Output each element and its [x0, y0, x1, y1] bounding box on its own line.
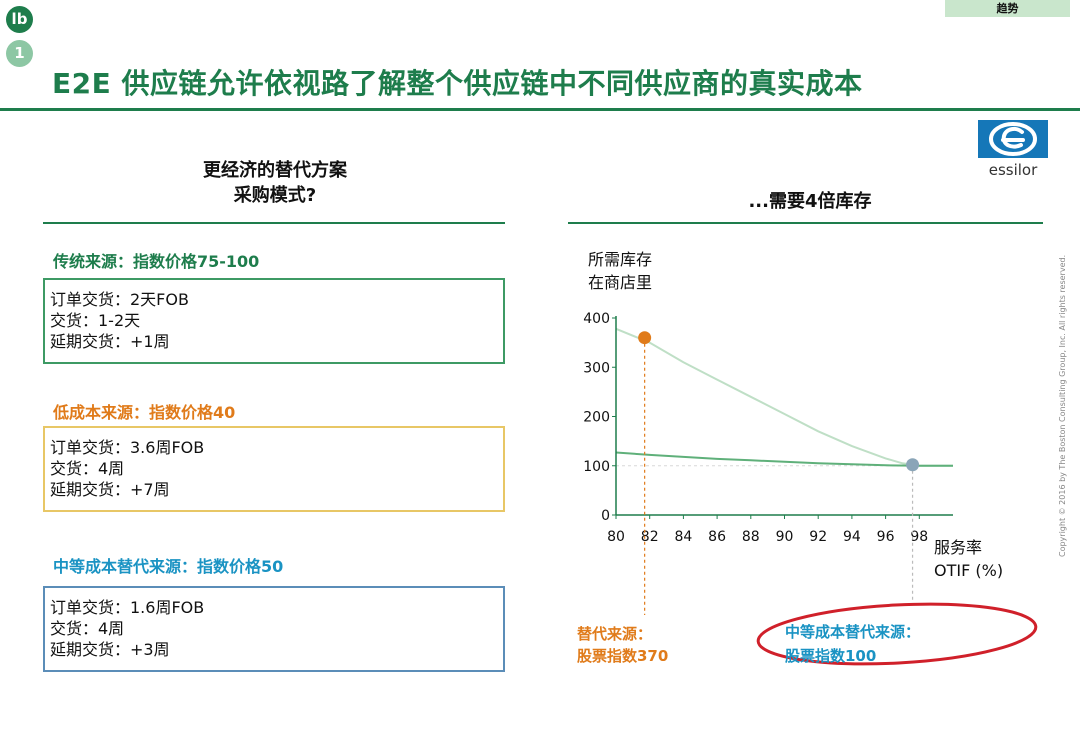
mid-cost-source-box: 订单交货：1.6周FOB 交货：4周 延期交货：+3周	[43, 586, 505, 672]
right-heading: ...需要4倍库存	[748, 191, 872, 212]
highlight-point-1	[638, 331, 652, 345]
y-tick-label: 0	[601, 508, 610, 524]
x-tick-label: 82	[641, 529, 659, 545]
x-tick-label: 90	[776, 529, 794, 545]
left-heading: 更经济的替代方案 采购模式?	[150, 158, 400, 208]
trend-tag: 趋势	[945, 0, 1070, 17]
delivery-line: 交货：4周	[50, 459, 125, 478]
left-heading-rule	[43, 222, 505, 224]
x-axis-label-line-2: OTIF (%)	[934, 561, 1003, 580]
y-axis-label-line-1: 所需库存	[588, 250, 652, 269]
traditional-source-title: 传统来源：指数价格75-100	[53, 252, 260, 271]
order-delivery-line: 订单交货：3.6周FOB	[50, 438, 205, 457]
page-number-badge: 1	[6, 40, 33, 67]
mid-source-label-line-1: 中等成本替代来源：	[785, 623, 920, 641]
x-tick-label: 96	[877, 529, 895, 545]
delivery-line: 交货：1-2天	[50, 311, 141, 330]
mid-cost-source-title: 中等成本替代来源：指数价格50	[53, 557, 284, 576]
logo-text: essilor	[989, 161, 1038, 179]
x-tick-label: 92	[809, 529, 827, 545]
highlight-ellipse	[756, 602, 1038, 666]
inventory-chart: 所需库存 在商店里 服务率 OTIF (%) 0 100 200 300 400 80 82…	[577, 250, 1038, 666]
order-delivery-line: 订单交货：2天FOB	[50, 290, 189, 309]
right-heading-rule	[568, 222, 1043, 224]
page-title: E2E 供应链允许依视路了解整个供应链中不同供应商的真实成本	[52, 67, 863, 100]
series-line-1	[615, 327, 953, 467]
left-heading-line-1: 更经济的替代方案	[203, 160, 347, 181]
y-tick-label: 300	[583, 360, 610, 376]
mid-source-label-line-2: 股票指数100	[785, 647, 876, 665]
left-heading-line-2: 采购模式?	[233, 185, 317, 206]
backorder-line: 延期交货：+3周	[50, 640, 170, 659]
x-tick-label: 86	[708, 529, 726, 545]
x-tick-label: 88	[742, 529, 760, 545]
copyright-text: Copyright © 2016 by The Boston Consultin…	[1058, 255, 1067, 557]
y-axis-label-line-2: 在商店里	[588, 273, 652, 292]
x-tick-label: 98	[910, 529, 928, 545]
y-tick-label: 200	[583, 410, 610, 426]
backorder-line: 延期交货：+1周	[50, 332, 170, 351]
x-tick-label: 84	[674, 529, 692, 545]
essilor-logo: essilor	[978, 120, 1048, 179]
section-badge: lb	[6, 6, 33, 33]
y-tick-label: 100	[583, 459, 610, 475]
x-tick-label: 94	[843, 529, 861, 545]
highlight-point-2	[906, 458, 920, 472]
x-axis-label-line-1: 服务率	[934, 538, 982, 557]
backorder-line: 延期交货：+7周	[50, 480, 170, 499]
series-line-2	[615, 451, 953, 467]
x-tick-label: 80	[607, 529, 625, 545]
alt-source-label-line-1: 替代来源：	[577, 625, 652, 643]
title-divider	[0, 108, 1080, 111]
copyright-notice: Copyright © 2016 by The Boston Consultin…	[1058, 255, 1067, 557]
alt-source-label-line-2: 股票指数370	[577, 647, 668, 665]
y-tick-label: 400	[583, 311, 610, 327]
low-cost-source-title: 低成本来源：指数价格40	[53, 403, 236, 422]
delivery-line: 交货：4周	[50, 619, 125, 638]
order-delivery-line: 订单交货：1.6周FOB	[50, 598, 205, 617]
low-cost-source-box: 订单交货：3.6周FOB 交货：4周 延期交货：+7周	[43, 426, 505, 512]
traditional-source-box: 订单交货：2天FOB 交货：1-2天 延期交货：+1周	[43, 278, 505, 364]
